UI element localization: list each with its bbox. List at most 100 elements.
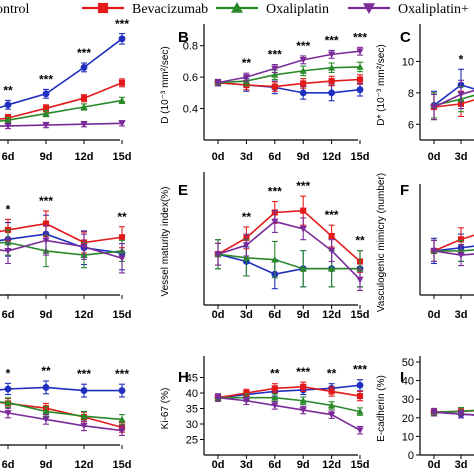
data-point: [118, 120, 126, 127]
data-point: [356, 86, 364, 94]
series-line: [217, 385, 361, 399]
x-tick-label: 0d: [428, 151, 441, 163]
data-point: [457, 91, 465, 99]
data-point: [271, 71, 279, 78]
y-tick-label: 25: [186, 435, 198, 447]
data-point: [80, 422, 88, 430]
series-oxaliplatin-: [214, 46, 364, 87]
significance-marker: ***: [325, 208, 339, 222]
data-point: [42, 90, 50, 98]
series-control: [0, 380, 126, 398]
significance-marker: ***: [77, 46, 91, 60]
data-point: [356, 408, 364, 415]
series-line: [0, 401, 123, 429]
series-control: [430, 68, 474, 121]
significance-marker: **: [117, 210, 127, 224]
x-tick-label: 12d: [322, 151, 341, 163]
significance-marker: **: [327, 367, 337, 381]
series-bevacizumab: [0, 398, 126, 433]
data-point: [356, 427, 364, 434]
data-point: [4, 385, 12, 393]
data-point: [356, 276, 364, 284]
panel-f-partial: 0d 3d Vasculogenic mimicry (number) F: [376, 173, 474, 321]
data-point: [356, 48, 364, 55]
x-tick-label: 15d: [113, 309, 132, 321]
x-tick-label: 9d: [40, 459, 53, 471]
data-point: [430, 104, 438, 111]
data-point: [271, 65, 279, 73]
data-point: [242, 242, 250, 249]
data-point: [328, 401, 336, 409]
x-tick-label: 6d: [2, 459, 15, 471]
data-point: [242, 74, 250, 81]
y-tick-label: 0.8: [183, 41, 198, 53]
significance-marker: ***: [39, 194, 53, 208]
data-point: [328, 78, 335, 85]
x-tick-label: 0d: [212, 151, 225, 163]
series-line: [0, 82, 123, 120]
significance-marker: **: [355, 234, 365, 248]
significance-marker: ***: [325, 33, 339, 47]
data-point: [243, 389, 250, 397]
x-tick-label: 12d: [75, 151, 94, 163]
x-tick-label: 6d: [268, 459, 281, 471]
data-point: [356, 393, 364, 400]
series-line: [0, 401, 123, 421]
legend: ontrol Bevacizumab Oxaliplatin Oxaliplatin+: [0, 2, 469, 17]
y-axis-label: D* (10⁻³ mm²/sec): [376, 44, 387, 125]
x-tick-label: 9d: [40, 151, 53, 163]
x-tick-label: 9d: [40, 309, 53, 321]
series-bevacizumab: [0, 78, 126, 123]
significance-marker: **: [41, 364, 51, 378]
data-point: [328, 247, 336, 255]
data-point: [271, 394, 279, 401]
data-point: [242, 397, 250, 405]
x-tick-label: 6d: [268, 309, 281, 321]
series-oxaliplatin: [0, 229, 126, 269]
significance-marker: ***: [296, 365, 310, 379]
significance-marker: ***: [268, 185, 282, 199]
x-tick-label: 12d: [322, 309, 341, 321]
series-oxaliplatin-: [214, 393, 364, 435]
data-point: [271, 256, 279, 263]
data-point: [457, 411, 465, 418]
series-line: [0, 122, 123, 127]
data-point: [118, 35, 126, 43]
y-tick-label: 30: [186, 419, 198, 431]
data-point: [430, 248, 438, 255]
significance-marker: ***: [115, 367, 129, 381]
y-tick-label: 35: [186, 404, 198, 416]
data-point: [4, 116, 12, 124]
series-line: [0, 222, 123, 244]
data-point: [328, 51, 336, 58]
series-line: [0, 410, 123, 432]
data-point: [42, 122, 50, 129]
x-tick-label: 15d: [113, 459, 132, 471]
panel-letter: F: [400, 182, 409, 199]
x-tick-label: 0d: [212, 459, 225, 471]
data-point: [118, 234, 126, 241]
x-tick-label: 15d: [113, 151, 132, 163]
series-line: [0, 38, 123, 109]
series-line: [218, 396, 361, 413]
series-line: [0, 241, 123, 256]
data-point: [299, 67, 307, 74]
data-point: [42, 220, 50, 227]
series-bevacizumab: [214, 74, 364, 92]
data-point: [80, 387, 88, 395]
series-line: [217, 50, 361, 84]
legend-marker: [363, 3, 375, 15]
series-oxaliplatin-: [430, 79, 474, 121]
x-tick-label: 15d: [351, 459, 370, 471]
data-point: [328, 388, 335, 395]
legend-marker: [231, 2, 243, 13]
data-point: [271, 218, 279, 226]
data-point: [42, 110, 50, 117]
significance-marker: **: [242, 56, 252, 70]
data-point: [80, 121, 88, 128]
series-line: [433, 411, 474, 416]
data-point: [356, 76, 364, 83]
series-oxaliplatin-: [430, 239, 474, 267]
